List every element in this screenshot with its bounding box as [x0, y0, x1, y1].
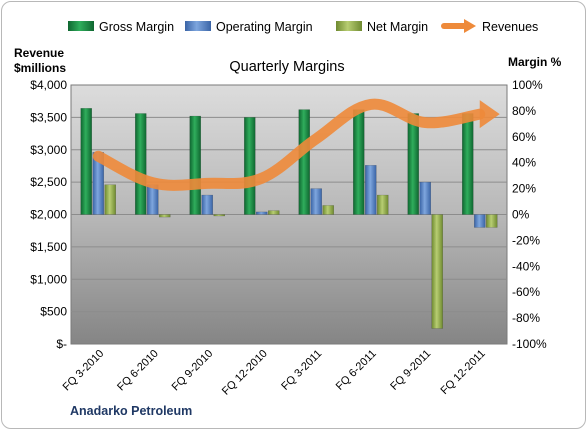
gross-margin-bar[interactable] — [80, 108, 92, 215]
left-axis-label-line2: $millions — [14, 61, 66, 75]
gross-margin-bar[interactable] — [298, 109, 310, 215]
left-tick-label: $3,500 — [30, 110, 67, 124]
chart-title: Quarterly Margins — [229, 59, 344, 75]
legend-swatch-operating-margin — [185, 21, 211, 31]
right-tick-label: 40% — [512, 156, 536, 170]
legend-swatch-gross-margin — [68, 21, 94, 31]
legend-label-revenues: Revenues — [482, 20, 538, 34]
net-margin-bar[interactable] — [159, 214, 171, 218]
operating-margin-bar[interactable] — [474, 214, 486, 228]
legend-arrowhead-revenues — [464, 19, 476, 33]
revenues-line[interactable] — [92, 98, 486, 191]
legend: Gross Margin Operating Margin Net Margin… — [68, 19, 538, 34]
left-tick-label: $500 — [40, 305, 67, 319]
operating-margin-bar[interactable] — [256, 211, 268, 215]
gross-margin-bar[interactable] — [189, 115, 201, 215]
gross-margin-bar[interactable] — [353, 109, 365, 215]
x-axis-ticks: FQ 3-2010 FQ 6-2010 FQ 9-2010 FQ 12-2010 FQ … — [61, 348, 488, 398]
legend-item-gross-margin[interactable]: Gross Margin — [68, 20, 174, 34]
right-tick-label: 20% — [512, 182, 536, 196]
right-tick-label: -40% — [512, 259, 540, 273]
x-tick-label: FQ 9-2010 — [170, 348, 216, 394]
left-axis-label-line1: Revenue — [14, 46, 64, 60]
x-tick-label: FQ 3-2010 — [61, 348, 107, 394]
gross-margin-bar[interactable] — [135, 113, 147, 215]
operating-margin-bar[interactable] — [419, 181, 431, 215]
legend-swatch-net-margin — [336, 21, 362, 31]
operating-margin-bar[interactable] — [310, 188, 322, 215]
net-margin-bar[interactable] — [322, 205, 334, 215]
right-axis-label: Margin % — [508, 55, 562, 69]
gross-margin-bar[interactable] — [462, 113, 474, 215]
operating-margin-bar[interactable] — [365, 165, 377, 215]
left-tick-label: $4,000 — [30, 78, 67, 92]
legend-item-net-margin[interactable]: Net Margin — [336, 20, 428, 34]
x-tick-label: FQ 9-2011 — [388, 348, 433, 393]
net-margin-bar[interactable] — [213, 214, 225, 217]
right-tick-label: 80% — [512, 104, 536, 118]
net-margin-bar[interactable] — [104, 184, 116, 215]
left-tick-label: $1,500 — [30, 240, 67, 254]
gross-margin-bar[interactable] — [244, 117, 256, 215]
left-tick-label: $1,000 — [30, 272, 67, 286]
x-tick-label: FQ 12-2010 — [220, 348, 270, 398]
right-tick-label: -100% — [512, 337, 547, 351]
right-tick-label: 0% — [512, 208, 530, 222]
left-tick-label: $2,000 — [30, 208, 67, 222]
company-label: Anadarko Petroleum — [70, 404, 192, 418]
net-margin-bar[interactable] — [431, 214, 443, 329]
left-axis-ticks: $- $500 $1,000 $1,500 $2,000 $2,500 $3,000 $3,5… — [30, 78, 67, 351]
net-margin-bar[interactable] — [268, 210, 280, 215]
right-tick-label: 60% — [512, 130, 536, 144]
gross-margin-bar[interactable] — [407, 113, 419, 215]
right-tick-label: -60% — [512, 285, 540, 299]
x-tick-label: FQ 6-2010 — [115, 348, 161, 394]
left-tick-label: $2,500 — [30, 175, 67, 189]
revenues-arrowhead — [479, 100, 500, 129]
x-tick-label: FQ 6-2011 — [334, 348, 379, 393]
right-tick-label: -20% — [512, 233, 540, 247]
legend-item-revenues[interactable]: Revenues — [441, 19, 538, 34]
net-margin-bar[interactable] — [486, 214, 498, 228]
right-tick-label: -80% — [512, 311, 540, 325]
legend-label-operating-margin: Operating Margin — [216, 20, 313, 34]
legend-item-operating-margin[interactable]: Operating Margin — [185, 20, 313, 34]
line-series — [92, 98, 500, 191]
right-axis-ticks: -100% -80% -60% -40% -20% 0% 20% 40% 60% 80% 100% — [512, 78, 547, 351]
operating-margin-bar[interactable] — [201, 194, 213, 215]
left-tick-label: $- — [56, 337, 67, 351]
x-tick-label: FQ 3-2011 — [279, 348, 324, 393]
legend-label-net-margin: Net Margin — [367, 20, 428, 34]
x-tick-label: FQ 12-2011 — [438, 348, 487, 397]
bar-series — [80, 108, 498, 329]
legend-label-gross-margin: Gross Margin — [99, 20, 174, 34]
right-tick-label: 100% — [512, 78, 543, 92]
left-tick-label: $3,000 — [30, 143, 67, 157]
net-margin-bar[interactable] — [377, 194, 389, 215]
